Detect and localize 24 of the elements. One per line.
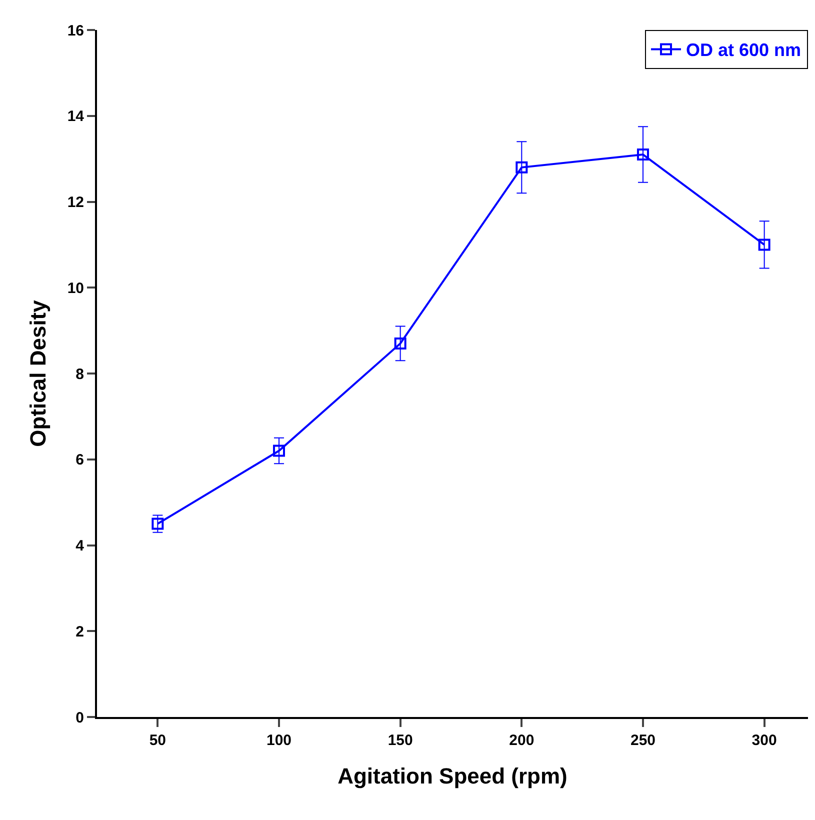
y-tick-label: 4 [76, 538, 85, 554]
y-tick-label: 12 [67, 194, 84, 211]
point [636, 148, 649, 161]
legend-label: OD at 600 nm [686, 40, 802, 60]
y-axis-title: Optical Desity [26, 299, 51, 447]
y-tick-label: 2 [76, 623, 84, 640]
x-tick-label: 300 [752, 732, 777, 749]
y-tick-label: 8 [76, 366, 84, 383]
x-axis-title: Agitation Speed (rpm) [338, 763, 568, 788]
x-tick-label: 250 [630, 732, 656, 749]
point [758, 238, 770, 251]
point [273, 444, 285, 457]
x-tick-label: 50 [149, 732, 166, 749]
x-tick-label: 200 [509, 732, 534, 749]
point [516, 161, 528, 174]
x-tick-label: 100 [266, 732, 292, 749]
y-tick-label: 14 [67, 108, 85, 126]
y-tick-label: 0 [76, 709, 84, 726]
y-tick-label: 16 [67, 22, 84, 40]
y-tick-label: 10 [67, 280, 84, 297]
point [152, 518, 164, 530]
point [394, 337, 406, 350]
x-tick-label: 150 [388, 732, 413, 749]
y-tick-label: 6 [76, 452, 84, 469]
